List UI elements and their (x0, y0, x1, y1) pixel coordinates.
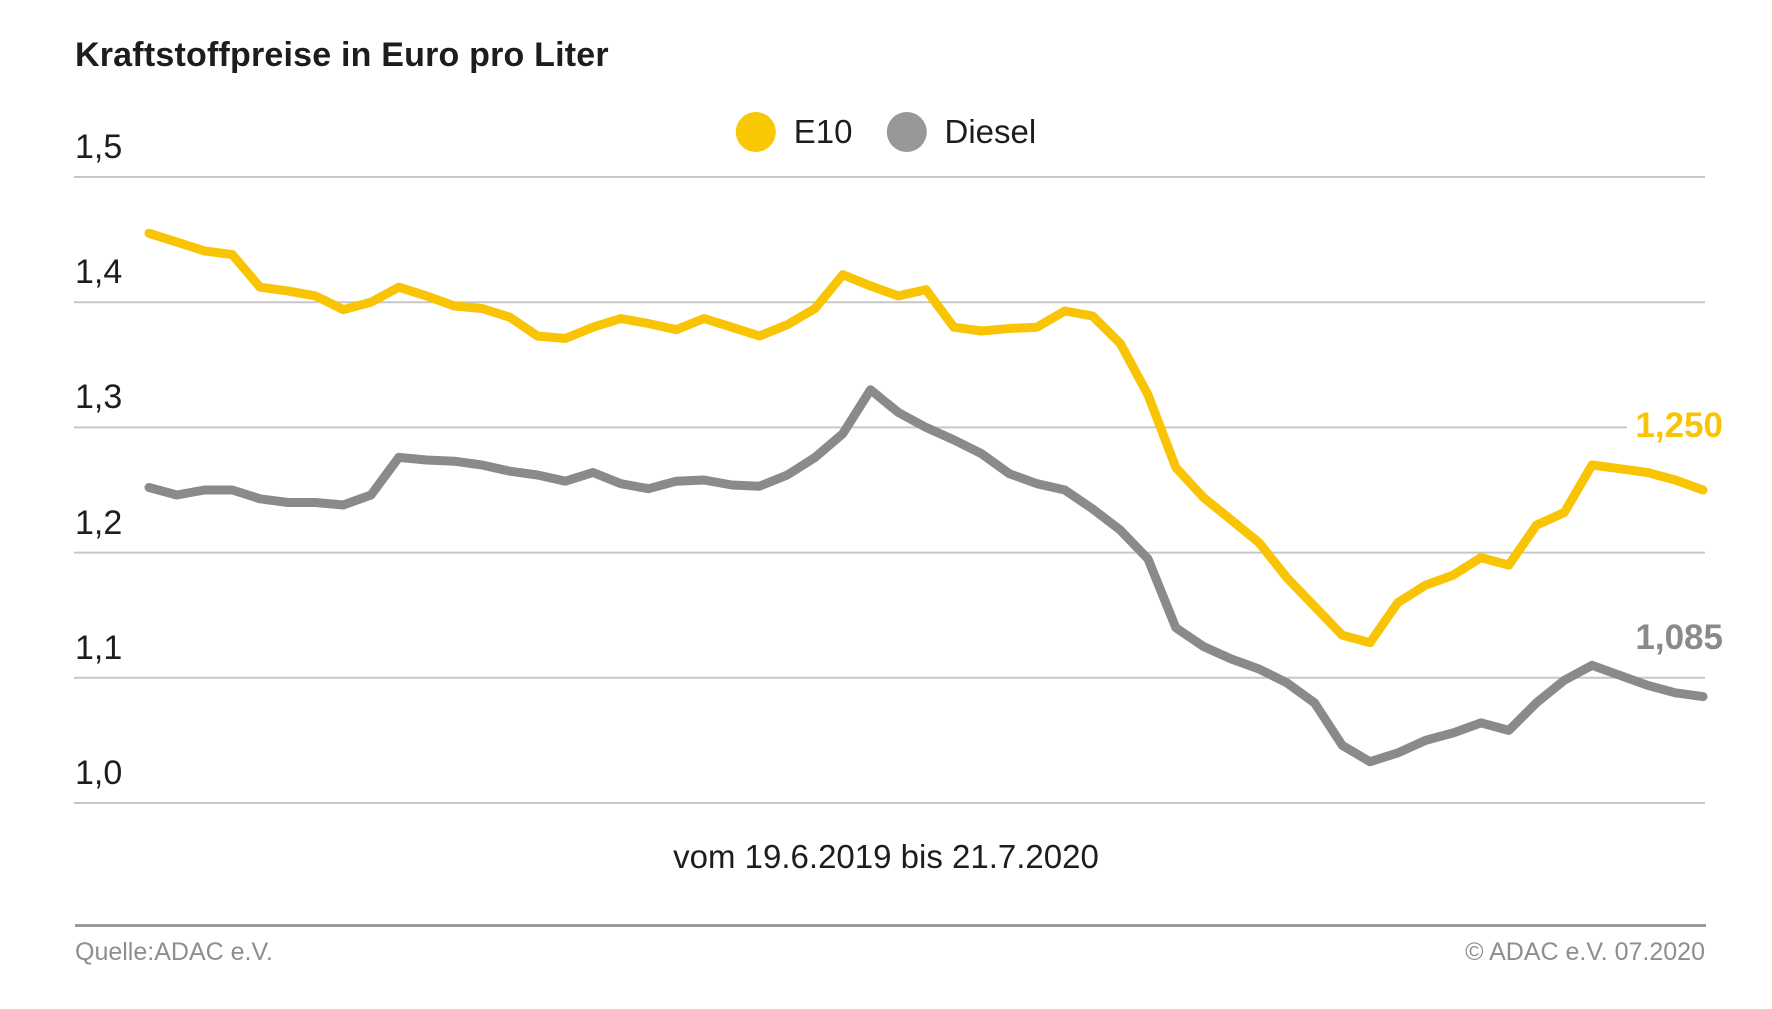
e10-price-line (144, 228, 1708, 648)
legend-item-diesel: Diesel (886, 112, 1037, 152)
y-tick-label-1,1: 1,1 (75, 628, 123, 667)
y-tick-label-1,5: 1,5 (75, 128, 123, 166)
diesel-last-value-label: 1,085 (1635, 618, 1723, 657)
chart-legend: E10 Diesel (735, 110, 1037, 154)
y-tick-label-1,3: 1,3 (75, 378, 123, 417)
y-tick-label-1,2: 1,2 (75, 503, 123, 542)
copyright-note: © ADAC e.V. 07.2020 (1465, 938, 1705, 966)
chart-title: Kraftstoffpreise in Euro pro Liter (75, 36, 609, 74)
gridlines (74, 176, 1705, 804)
y-tick-label-1,4: 1,4 (75, 253, 123, 292)
y-tick-label-1,0: 1,0 (75, 754, 123, 792)
diesel-price-line (144, 385, 1708, 767)
x-axis-period-label: vom 19.6.2019 bis 21.7.2020 (673, 838, 1099, 875)
legend-label-e10: E10 (793, 113, 853, 150)
e10-last-value-label: 1,250 (1635, 406, 1723, 445)
legend-label-diesel: Diesel (944, 113, 1037, 150)
e10-series-dot-icon (735, 112, 776, 152)
series-lines (144, 228, 1708, 767)
legend-item-e10: E10 (735, 112, 853, 152)
diesel-series-dot-icon (886, 112, 927, 152)
source-note: Quelle:ADAC e.V. (75, 938, 273, 966)
footer-divider (75, 924, 1706, 927)
